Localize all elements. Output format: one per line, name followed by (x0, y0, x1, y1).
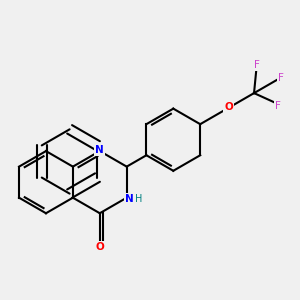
Text: H: H (135, 194, 142, 204)
Text: N: N (95, 145, 104, 155)
Text: F: F (275, 100, 281, 110)
Text: O: O (95, 242, 104, 252)
Text: F: F (254, 60, 260, 70)
Text: N: N (125, 194, 134, 204)
Text: O: O (224, 102, 233, 112)
Text: F: F (278, 73, 284, 82)
